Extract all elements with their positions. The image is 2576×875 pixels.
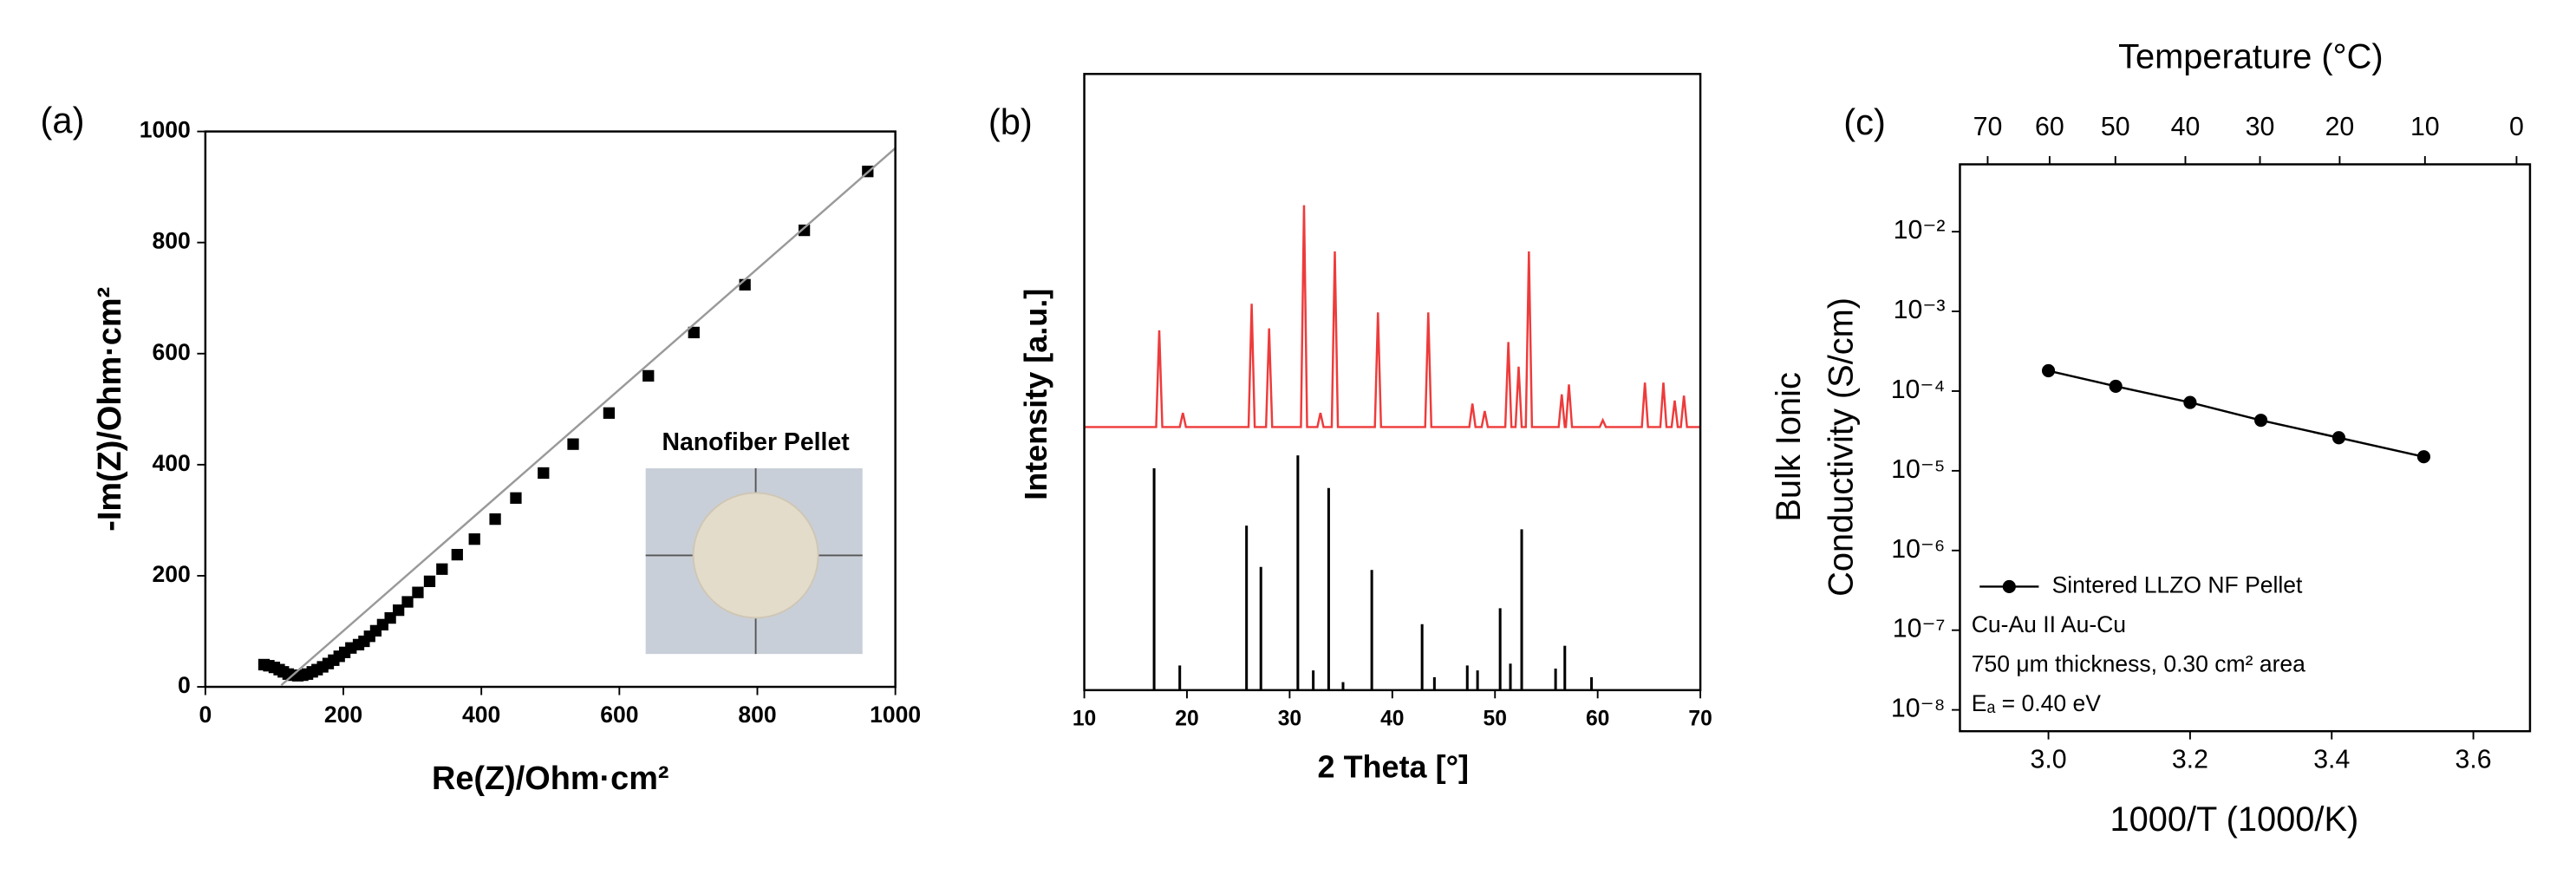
data-line	[280, 147, 897, 687]
data-point	[2041, 363, 2056, 378]
y-axis-label: Conductivity (S/cm)	[1822, 297, 1860, 597]
data-point	[510, 492, 522, 504]
plot-frame	[1959, 163, 2532, 733]
y-axis-label: Intensity [a.u.]	[1018, 289, 1053, 500]
x2-tick-label: 50	[2101, 113, 2130, 141]
x2-tick-label: 70	[1973, 113, 2003, 141]
x-tick-label: 40	[1380, 707, 1404, 730]
data-line	[2048, 369, 2424, 458]
y-tick-label: 10⁻³	[1894, 296, 1946, 324]
data-line	[1084, 205, 1701, 428]
x-tick-label: 1000	[870, 702, 921, 728]
inset-photo	[645, 468, 863, 655]
x-tick-label: 30	[1278, 707, 1301, 730]
x2-axis-label: Temperature (°C)	[2118, 38, 2384, 76]
data-point	[688, 326, 700, 339]
data-point	[538, 467, 550, 480]
x2-tick-label: 10	[2410, 113, 2440, 141]
x-tick-label: 3.0	[2030, 745, 2066, 774]
data-point	[412, 586, 424, 598]
data-point	[798, 224, 811, 237]
data-point	[423, 575, 436, 587]
legend-marker	[2002, 579, 2016, 594]
x-tick-label: 20	[1175, 707, 1198, 730]
data-point	[468, 533, 480, 545]
plot-frame	[204, 130, 897, 689]
pellet	[692, 492, 819, 619]
x2-tick-label: 60	[2035, 113, 2064, 141]
panel-label: (c)	[1843, 101, 1886, 142]
data-point	[436, 563, 448, 575]
x2-tick-label: 40	[2171, 113, 2201, 141]
x2-tick-label: 20	[2325, 113, 2355, 141]
data-point	[603, 407, 616, 419]
x-axis-label: 2 Theta [°]	[1318, 748, 1469, 784]
y-tick-label: 10⁻⁴	[1891, 375, 1946, 404]
y-tick-label: 400	[153, 450, 191, 476]
y-axis-label: -Im(Z)/Ohm·cm²	[92, 287, 128, 532]
data-point	[393, 604, 405, 617]
x-tick-label: 400	[462, 702, 500, 728]
annotation: Eₐ = 0.40 eV	[1972, 690, 2101, 716]
data-point	[451, 548, 463, 561]
x-tick-label: 600	[600, 702, 638, 728]
y-tick-label: 600	[153, 339, 191, 365]
y-tick-label: 10⁻⁸	[1891, 695, 1945, 723]
data-point	[642, 369, 655, 382]
data-point	[401, 596, 414, 608]
data-point	[2254, 414, 2268, 428]
data-point	[489, 513, 501, 526]
x-axis-label: 1000/T (1000/K)	[2110, 800, 2359, 839]
data-point	[2416, 450, 2431, 464]
x2-tick-label: 30	[2246, 113, 2275, 141]
x-axis-label: Re(Z)/Ohm·cm²	[432, 761, 669, 797]
annotation: Nanofiber Pellet	[662, 428, 850, 456]
x-tick-label: 3.6	[2455, 745, 2492, 774]
panel-label: (a)	[41, 100, 85, 140]
panel-label: (b)	[988, 101, 1033, 142]
y-tick-label: 200	[153, 561, 191, 587]
x-tick-label: 0	[199, 702, 212, 728]
plot-frame	[1083, 73, 1702, 692]
x-tick-label: 50	[1484, 707, 1507, 730]
annotation: Cu-Au II Au-Cu	[1972, 611, 2126, 637]
x-tick-label: 3.4	[2313, 745, 2350, 774]
x-tick-label: 60	[1586, 707, 1609, 730]
x2-tick-label: 0	[2509, 113, 2524, 141]
data-point	[2331, 431, 2346, 445]
data-point	[2109, 379, 2123, 393]
data-point	[567, 438, 579, 450]
y-tick-label: 800	[153, 228, 191, 254]
y-tick-label: 10⁻⁵	[1891, 455, 1945, 484]
y-tick-label: 1000	[140, 117, 191, 143]
x-tick-label: 800	[738, 702, 776, 728]
y-tick-label: 10⁻⁶	[1891, 535, 1945, 564]
data-point	[2183, 395, 2197, 409]
y-tick-label: 10⁻⁷	[1893, 615, 1946, 643]
y-tick-label: 10⁻²	[1894, 216, 1946, 245]
x-tick-label: 3.2	[2172, 745, 2208, 774]
x-tick-label: 200	[324, 702, 362, 728]
y-tick-label: 0	[178, 672, 191, 698]
x-tick-label: 70	[1688, 707, 1712, 730]
x-tick-label: 10	[1073, 707, 1096, 730]
y-axis-label: Bulk Ionic	[1770, 372, 1808, 521]
legend-label: Sintered LLZO NF Pellet	[2052, 571, 2303, 597]
annotation: 750 μm thickness, 0.30 cm² area	[1972, 650, 2305, 676]
